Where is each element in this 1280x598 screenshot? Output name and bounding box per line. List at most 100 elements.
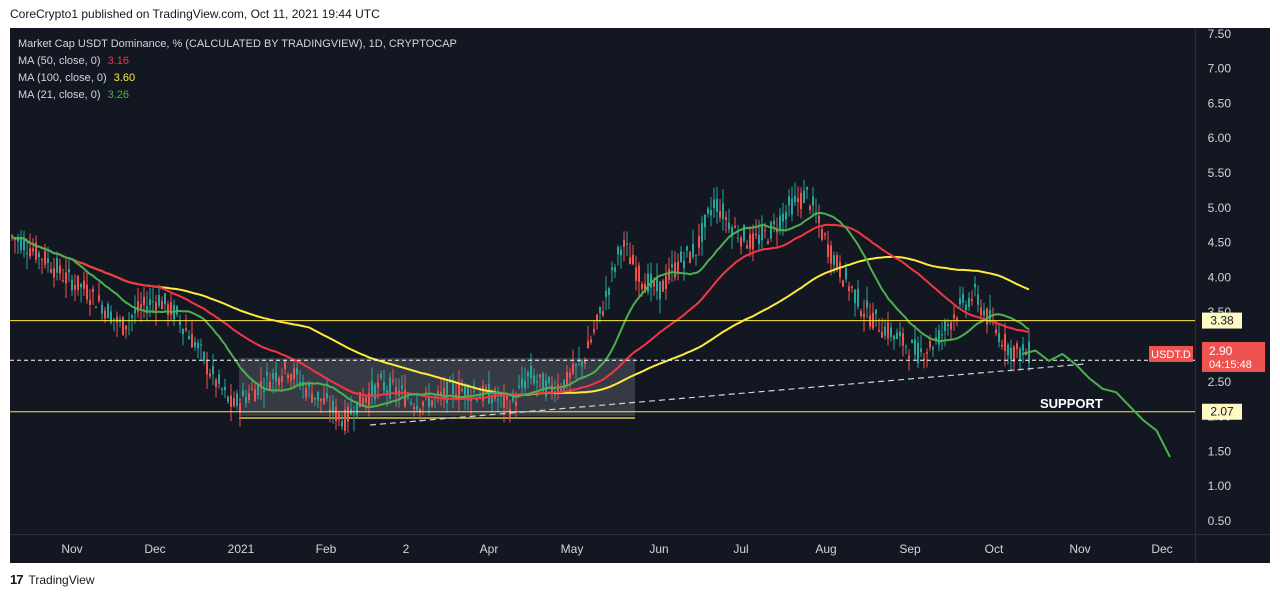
candle-body bbox=[764, 230, 766, 232]
candle-body bbox=[578, 360, 580, 362]
candle-body bbox=[395, 386, 397, 395]
candle-body bbox=[752, 233, 754, 250]
candle-body bbox=[953, 314, 955, 319]
candle-body bbox=[53, 268, 55, 278]
candle-body bbox=[788, 196, 790, 206]
candle-body bbox=[668, 269, 670, 281]
price-tick-label: 1.50 bbox=[1208, 444, 1232, 458]
last-price-label: 2.90 bbox=[1209, 344, 1233, 358]
candle-body bbox=[782, 213, 784, 222]
candle-body bbox=[239, 403, 241, 412]
candle-body bbox=[749, 234, 751, 249]
price-chart[interactable]: 7.507.006.506.005.505.004.504.003.503.00… bbox=[10, 27, 1270, 563]
price-tick-label: 5.50 bbox=[1208, 166, 1232, 180]
candle-body bbox=[617, 246, 619, 255]
candle-body bbox=[200, 344, 202, 346]
legend-ma21[interactable]: MA (21, close, 0) 3.26 bbox=[18, 87, 457, 104]
candle-body bbox=[677, 261, 679, 272]
candle-body bbox=[236, 393, 238, 406]
candle-body bbox=[896, 332, 898, 339]
candle-body bbox=[929, 341, 931, 348]
candle-body bbox=[518, 385, 520, 388]
time-tick-label: Dec bbox=[1151, 542, 1172, 556]
candle-body bbox=[977, 294, 979, 305]
candle-body bbox=[926, 352, 928, 354]
candle-body bbox=[278, 378, 280, 385]
candle-body bbox=[659, 281, 661, 300]
candle-body bbox=[287, 374, 289, 379]
ma50-value: 3.16 bbox=[107, 55, 130, 67]
time-tick-label: 2021 bbox=[228, 542, 255, 556]
candle-body bbox=[386, 390, 388, 393]
time-tick-label: Aug bbox=[815, 542, 836, 556]
candle-body bbox=[197, 342, 199, 349]
candle-body bbox=[284, 361, 286, 370]
candle-body bbox=[248, 393, 250, 401]
candle-body bbox=[590, 339, 592, 343]
candle-body bbox=[50, 269, 52, 273]
candle-body bbox=[458, 382, 460, 399]
candle-body bbox=[245, 396, 247, 403]
candle-body bbox=[1022, 344, 1024, 351]
candle-body bbox=[41, 259, 43, 261]
candle-body bbox=[692, 244, 694, 257]
candle-body bbox=[713, 199, 715, 208]
time-tick-label: 2 bbox=[403, 542, 410, 556]
legend-ma50[interactable]: MA (50, close, 0) 3.16 bbox=[18, 53, 457, 70]
candle-body bbox=[1010, 347, 1012, 359]
candle-body bbox=[1004, 333, 1006, 352]
legend-ma100[interactable]: MA (100, close, 0) 3.60 bbox=[18, 70, 457, 87]
candle-body bbox=[80, 283, 82, 288]
candle-body bbox=[728, 222, 730, 230]
candle-body bbox=[623, 240, 625, 247]
candle-body bbox=[404, 389, 406, 407]
tradingview-logo-icon[interactable]: 17 bbox=[10, 572, 24, 587]
candle-body bbox=[92, 288, 94, 293]
candle-body bbox=[431, 400, 433, 407]
candle-body bbox=[809, 206, 811, 210]
candle-body bbox=[407, 397, 409, 399]
candle-body bbox=[911, 340, 913, 343]
candle-body bbox=[437, 391, 439, 394]
candle-body bbox=[956, 317, 958, 320]
candle-body bbox=[944, 321, 946, 332]
price-tick-label: 2.50 bbox=[1208, 375, 1232, 389]
candle-body bbox=[251, 388, 253, 390]
candle-body bbox=[632, 254, 634, 265]
candle-body bbox=[563, 379, 565, 390]
candle-body bbox=[143, 296, 145, 306]
candle-body bbox=[803, 190, 805, 203]
candle-body bbox=[611, 267, 613, 271]
chart-frame[interactable]: 7.507.006.506.005.505.004.504.003.503.00… bbox=[10, 27, 1270, 563]
level-low-tag: 2.07 bbox=[1210, 405, 1234, 419]
candle-body bbox=[137, 301, 139, 312]
candle-body bbox=[737, 237, 739, 239]
ma100-label: MA (100, close, 0) bbox=[18, 72, 107, 84]
candle-body bbox=[587, 340, 589, 349]
candle-body bbox=[536, 380, 538, 383]
candle-body bbox=[770, 222, 772, 239]
candle-body bbox=[857, 288, 859, 307]
ma100-value: 3.60 bbox=[113, 72, 136, 84]
support-label: SUPPORT bbox=[1040, 396, 1103, 411]
brand-name[interactable]: TradingView bbox=[28, 572, 95, 587]
candle-body bbox=[224, 386, 226, 391]
candle-body bbox=[785, 212, 787, 220]
candle-body bbox=[26, 253, 28, 255]
candle-body bbox=[734, 225, 736, 228]
candle-body bbox=[983, 310, 985, 316]
candle-body bbox=[149, 299, 151, 306]
candle-body bbox=[110, 311, 112, 323]
candle-body bbox=[656, 277, 658, 292]
candle-body bbox=[593, 328, 595, 333]
candle-body bbox=[689, 252, 691, 263]
legend-title: Market Cap USDT Dominance, % (CALCULATED… bbox=[18, 38, 457, 50]
candle-body bbox=[491, 397, 493, 404]
candle-body bbox=[485, 387, 487, 391]
candle-body bbox=[260, 381, 262, 387]
candle-body bbox=[818, 215, 820, 223]
level-low-tag-bg bbox=[1202, 403, 1242, 420]
candle-body bbox=[146, 306, 148, 313]
candle-body bbox=[869, 315, 871, 327]
candle-body bbox=[257, 384, 259, 395]
